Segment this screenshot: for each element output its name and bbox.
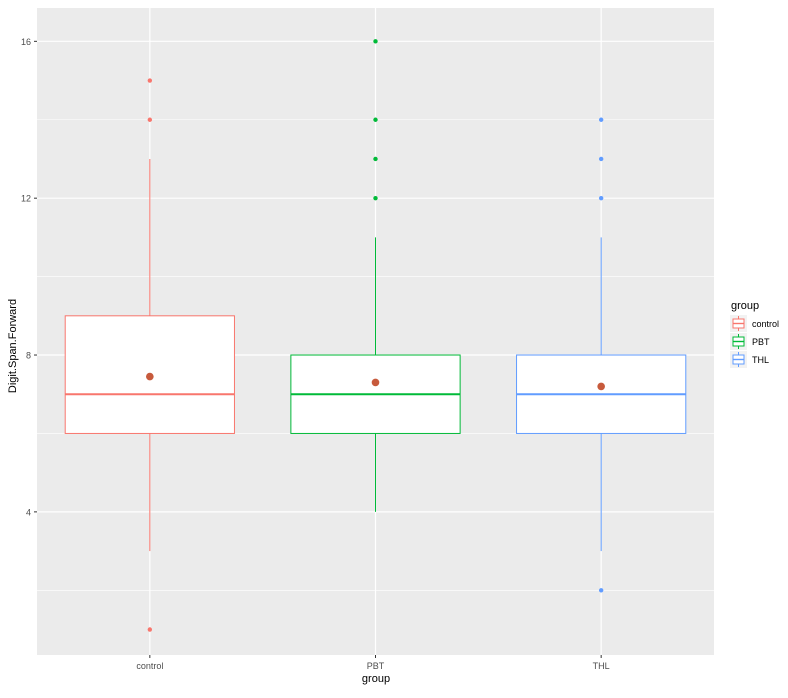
outlier-point [373, 195, 378, 201]
outlier-point [373, 117, 378, 122]
mean-point [597, 382, 605, 391]
legend-item-PBT: PBT [730, 333, 770, 350]
outlier-point [598, 588, 604, 593]
outlier-point [598, 117, 604, 122]
x-tick-label: control [136, 661, 163, 671]
box-control [64, 78, 235, 632]
outlier-point [598, 156, 604, 162]
y-axis-title: Digit.Span.Forward [7, 299, 19, 393]
box-THL [516, 117, 687, 593]
y-tick-label: 16 [21, 37, 31, 47]
outlier-point [147, 78, 153, 83]
legend-item-control: control [730, 315, 779, 332]
y-tick-label: 8 [26, 351, 31, 361]
outlier-point [147, 117, 153, 122]
legend-label: control [752, 319, 779, 329]
x-axis-title: group [362, 673, 390, 685]
y-tick-label: 4 [26, 507, 31, 517]
legend-title: group [731, 300, 759, 312]
x-axis: control PBT THL [136, 655, 610, 671]
mean-point [146, 372, 154, 381]
outlier-point [373, 156, 378, 162]
legend-item-THL: THL [730, 351, 769, 368]
outlier-point [598, 195, 604, 201]
legend-label: THL [752, 355, 769, 365]
x-tick-label: PBT [367, 661, 385, 671]
outlier-point [373, 39, 378, 44]
legend: group control PBT THL [730, 300, 779, 368]
y-axis: 4 8 12 16 [21, 37, 37, 517]
x-tick-label: THL [593, 661, 610, 671]
mean-point [371, 378, 380, 387]
box-PBT [290, 39, 461, 512]
legend-label: PBT [752, 337, 770, 347]
y-tick-label: 12 [21, 194, 31, 204]
outlier-point [147, 627, 153, 632]
box-group [64, 39, 687, 632]
